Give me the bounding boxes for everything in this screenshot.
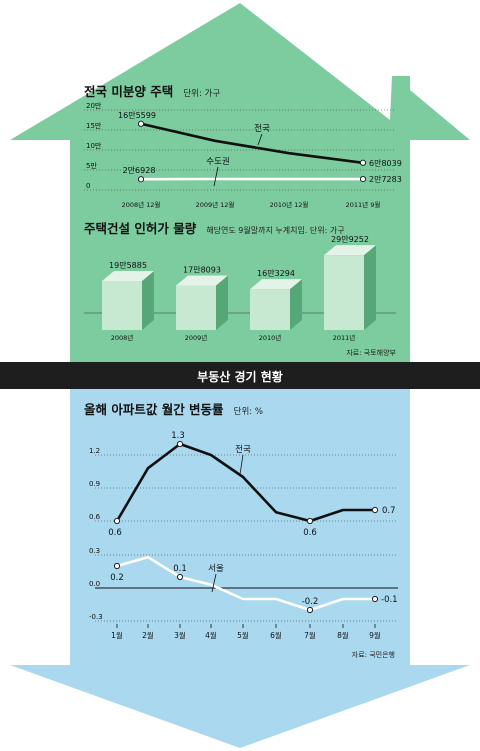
y-tick-label: 0.3	[89, 547, 100, 555]
bar	[176, 285, 216, 330]
banner-title: 부동산 경기 현황	[197, 369, 283, 384]
y-tick-label: 20만	[86, 101, 102, 110]
series-line-seoul	[116, 555, 375, 612]
chart1-unit: 단위: 가구	[183, 88, 220, 99]
y-tick-label: -0.3	[89, 613, 103, 621]
house-bottom-background	[10, 389, 470, 748]
callout-line	[239, 454, 244, 475]
y-tick-label: 0	[86, 182, 90, 190]
chart1-title: 전국 미분양 주택	[84, 84, 173, 99]
bar	[324, 255, 364, 330]
data-point	[371, 595, 379, 603]
section-banner	[0, 362, 480, 389]
chart2-note: 해당연도 9월말까지 누계치임. 단위: 가구	[206, 225, 344, 235]
chart3-source: 자료: 국민은행	[352, 650, 395, 659]
data-point	[113, 517, 121, 525]
x-tick-label: 2월	[142, 630, 154, 640]
bar-side	[290, 279, 302, 330]
data-label: 2만6928	[123, 166, 156, 175]
x-tick-label: 7월	[304, 630, 316, 640]
series-name-national: 전국	[254, 123, 270, 134]
y-tick-label: 0.9	[89, 480, 100, 488]
x-tick-label: 3월	[174, 630, 186, 640]
data-label: -0.2	[302, 597, 319, 607]
x-tick-label: 1월	[111, 630, 123, 640]
series-line-national	[140, 122, 364, 165]
callout-line	[257, 133, 263, 146]
chart2-title: 주택건설 인허가 물량	[84, 221, 197, 236]
data-label: 19만5885	[109, 261, 147, 270]
bar-top	[176, 275, 228, 286]
x-tick-label: 2009년 12월	[196, 200, 235, 209]
x-tick-label: 5월	[237, 630, 249, 640]
y-tick-label: 0.6	[89, 513, 101, 521]
series-name-capital-area: 수도권	[206, 156, 229, 167]
chart-housing-permits: 19만5885 2008년 17만8093 2009년 16만3294 2010년 29만9…	[84, 235, 396, 342]
y-tick-label: 5만	[86, 161, 97, 170]
x-tick-label: 2011년 9월	[346, 200, 381, 209]
x-tick-label: 2008년	[111, 333, 134, 342]
bar-side	[142, 271, 154, 330]
data-point	[113, 562, 121, 570]
x-tick-label: 8월	[337, 630, 349, 640]
bar	[250, 289, 290, 330]
x-tick-label: 2010년	[259, 333, 282, 342]
y-tick-label: 15만	[86, 121, 102, 130]
chart3-heading: 올해 아파트값 월간 변동률 단위: %	[84, 399, 263, 418]
data-label: 6만8039	[369, 159, 402, 168]
x-tick-label: 2009년	[185, 333, 208, 342]
data-point	[359, 175, 367, 183]
data-label: 29만9252	[331, 235, 369, 244]
y-tick-label: 0.0	[89, 580, 100, 588]
data-label: 16만3294	[257, 269, 295, 278]
data-point	[137, 120, 145, 127]
data-point	[176, 573, 184, 581]
x-tick-label: 6월	[270, 630, 282, 640]
chart2-heading: 주택건설 인허가 물량 해당연도 9월말까지 누계치임. 단위: 가구	[84, 218, 345, 237]
data-label: 17만8093	[183, 265, 221, 274]
callout-line	[213, 166, 219, 187]
x-tick-label: 2011년	[333, 333, 356, 342]
chart3-unit: 단위: %	[234, 406, 263, 417]
bar-top	[102, 271, 154, 282]
data-label: 0.6	[303, 528, 317, 538]
data-label: 1.3	[171, 431, 185, 441]
chart3-title: 올해 아파트값 월간 변동률	[84, 402, 224, 417]
bar-top	[250, 279, 302, 290]
y-tick-label: 10만	[86, 141, 102, 150]
data-label: 0.7	[382, 506, 396, 516]
x-tick-label: 2010년 12월	[270, 200, 309, 209]
bar-top	[324, 245, 376, 256]
data-point	[371, 506, 379, 514]
series-name-seoul: 서울	[208, 564, 224, 574]
data-point	[306, 517, 314, 525]
x-tick-label: 2008년 12월	[122, 200, 161, 209]
bar	[102, 281, 142, 330]
x-tick-label: 4월	[205, 630, 217, 640]
chart-unsold-housing: 20만 15만 10만 5만 0 2008년 12월 2009년 12월 2010년 12월 2…	[84, 101, 402, 209]
y-tick-label: 1.2	[89, 447, 100, 455]
chart2-source: 자료: 국토해양부	[346, 348, 396, 357]
callout-line	[211, 573, 217, 593]
data-label: 0.6	[108, 528, 122, 538]
data-label: 0.1	[173, 564, 187, 574]
bar-side	[216, 275, 228, 330]
bar-side	[364, 245, 376, 330]
series-line-national	[115, 442, 375, 523]
data-point	[306, 606, 314, 614]
chart-apartment-price-change: 1.2 0.9 0.6 0.3 0.0 -0.3 1월 2월 3월 4월 5월 6월 7월 8월 9월 0.6…	[89, 431, 398, 640]
series-name-national: 전국	[235, 444, 251, 455]
chart1-heading: 전국 미분양 주택 단위: 가구	[84, 81, 220, 100]
data-label: -0.1	[381, 595, 398, 605]
data-point	[359, 159, 367, 166]
x-tick-label: 9월	[369, 630, 381, 640]
data-point	[176, 440, 184, 448]
data-label: 16만5599	[118, 111, 156, 120]
data-label: 2만7283	[369, 175, 402, 184]
data-point	[137, 176, 145, 183]
data-label: 0.2	[110, 573, 124, 583]
